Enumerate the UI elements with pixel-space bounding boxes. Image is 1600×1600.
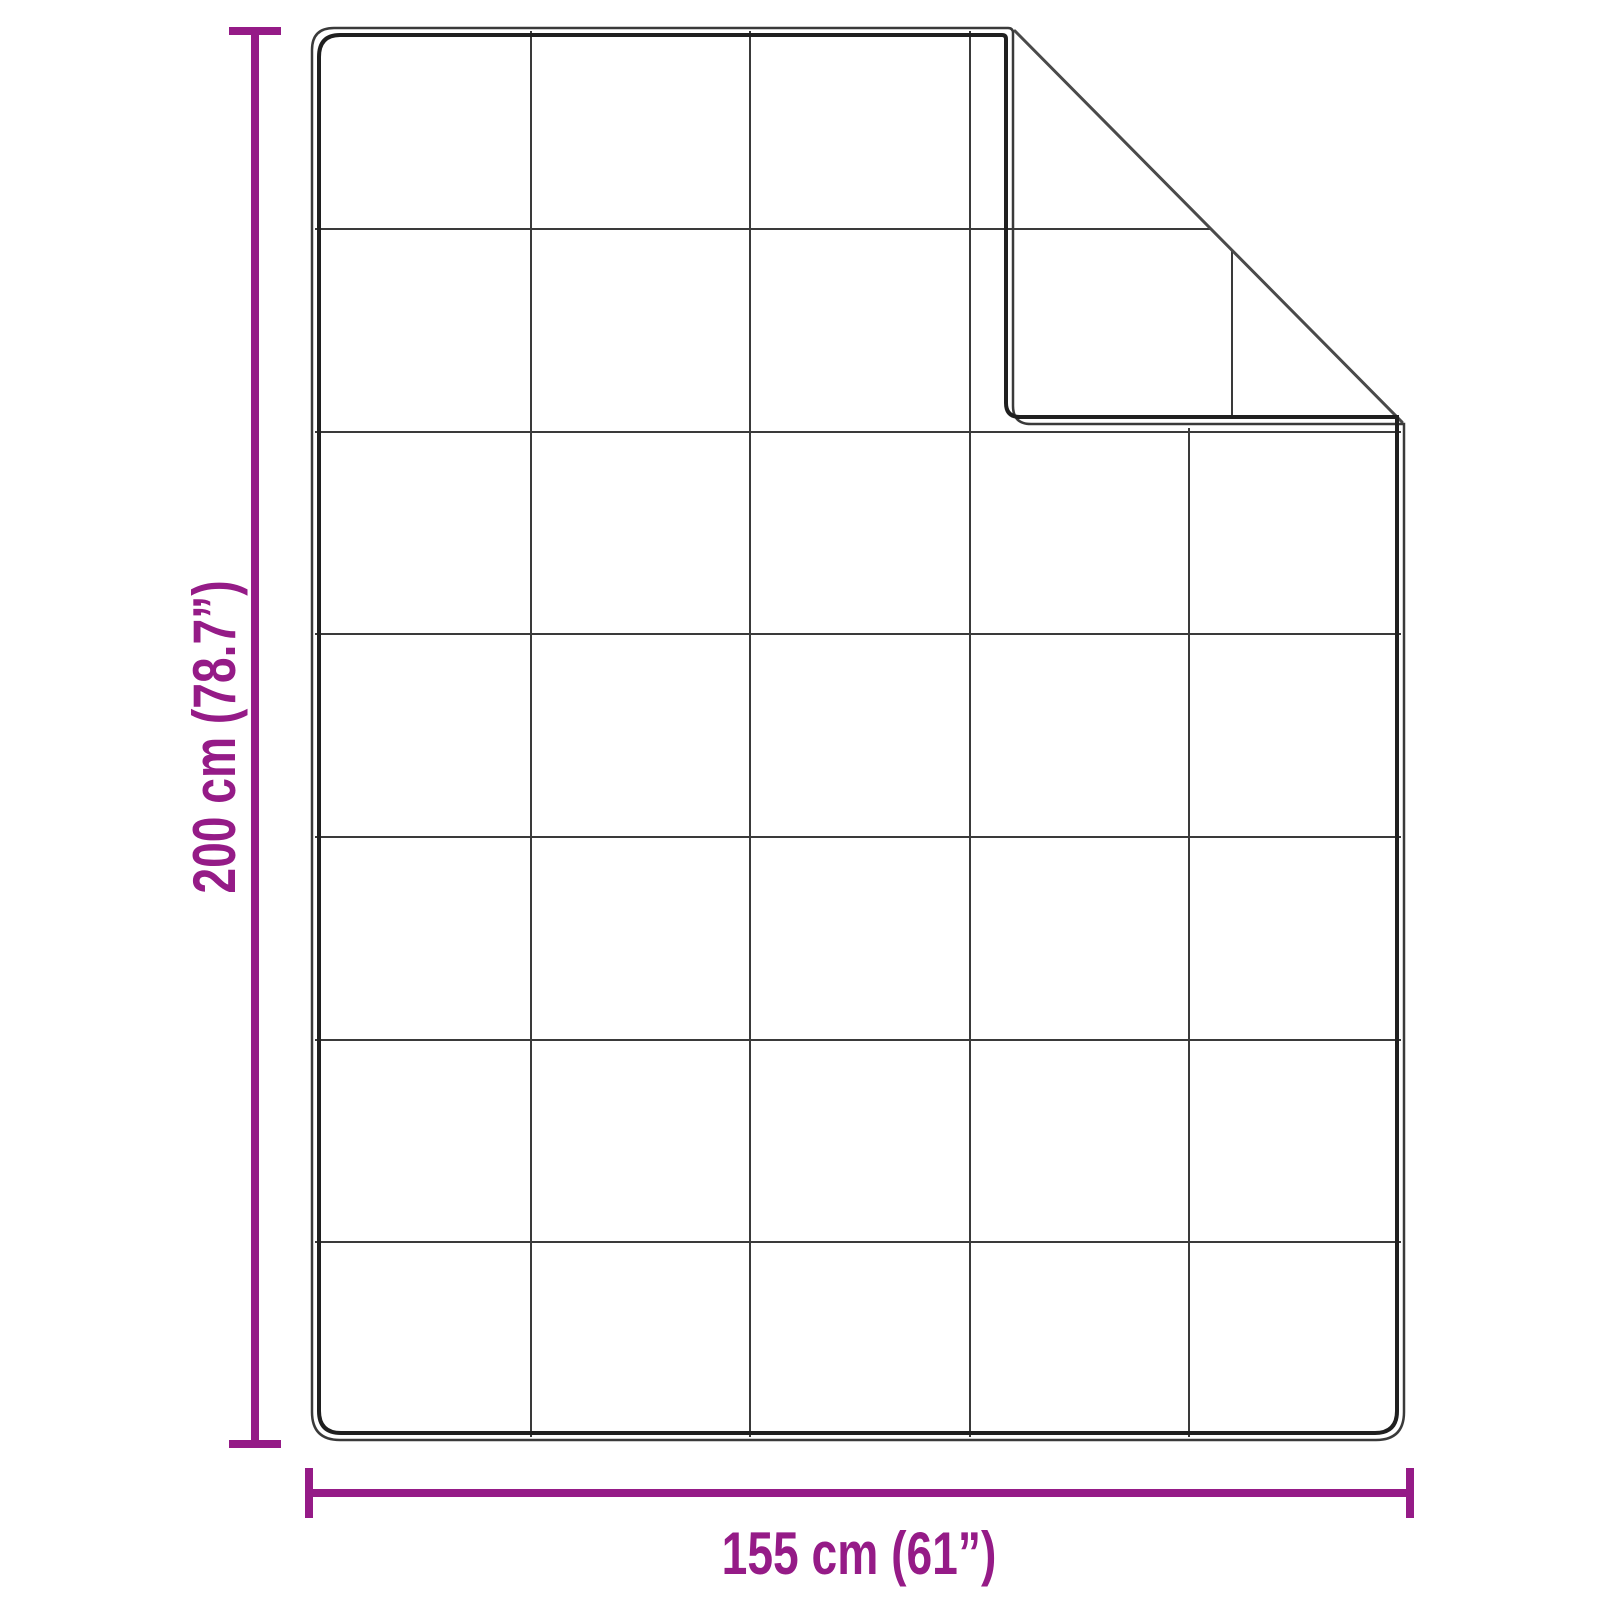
blanket-inner-seam: [317, 33, 1399, 1435]
quilt-grid: [315, 31, 1401, 1437]
blanket-outline: [310, 26, 1406, 1442]
height-dimension: 200 cm (78.7”): [182, 27, 281, 1448]
width-dimension-label: 155 cm (61”): [722, 1521, 997, 1587]
blanket: [310, 26, 1406, 1442]
width-dimension: 155 cm (61”): [305, 1468, 1414, 1587]
height-dimension-label: 200 cm (78.7”): [182, 580, 248, 893]
fold-crease-line: [1013, 29, 1404, 424]
